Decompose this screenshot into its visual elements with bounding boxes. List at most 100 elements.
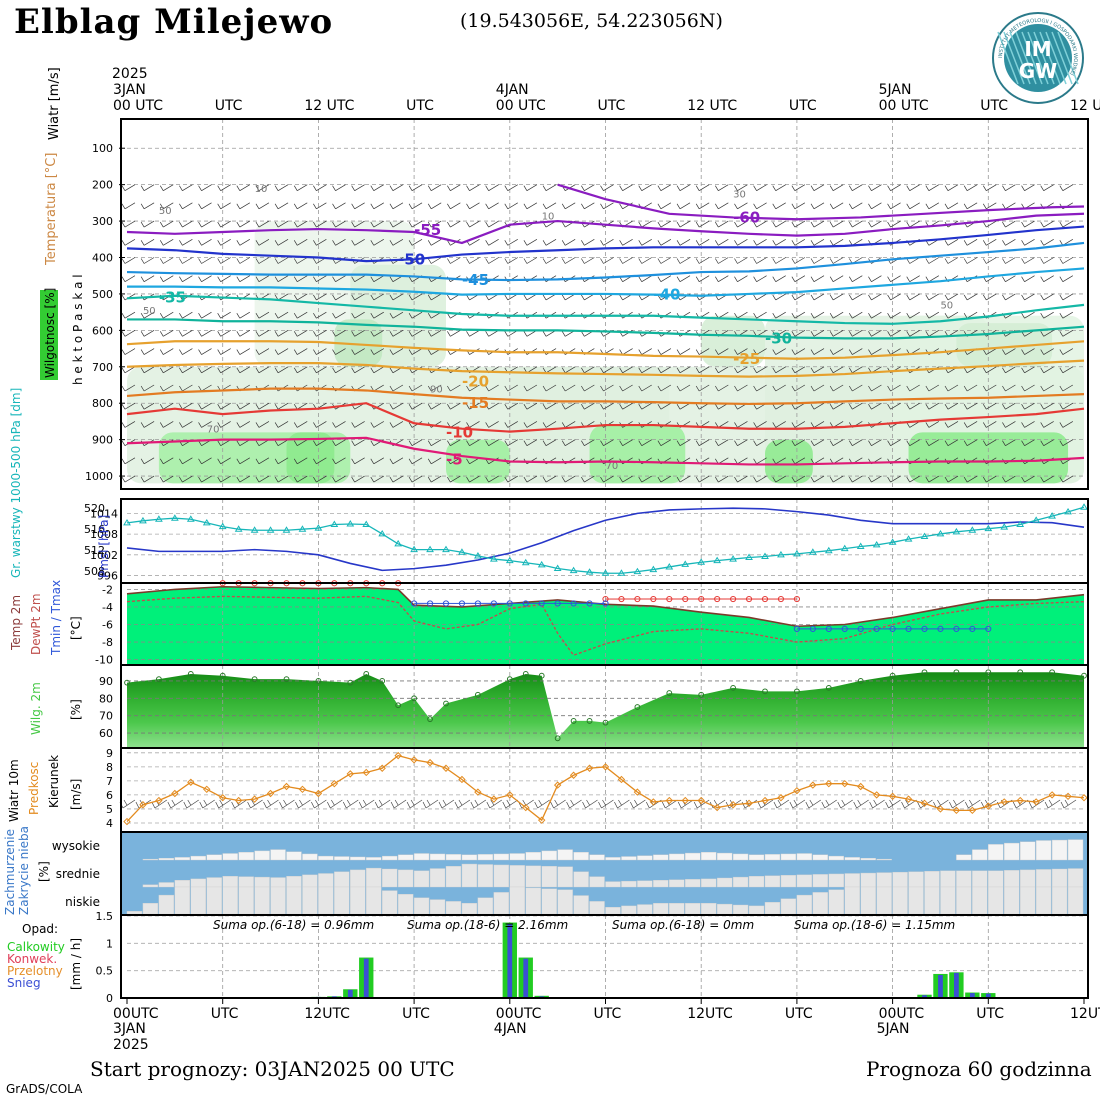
wind-speed-point: [139, 801, 147, 809]
humidity-contour-label: 50: [940, 301, 953, 312]
wind-barb-icon: [581, 202, 595, 210]
wind-barb-icon: [313, 184, 327, 191]
wind-barb-icon: [753, 475, 767, 483]
wind-barb-icon: [389, 402, 404, 410]
geopotential-point: [745, 553, 753, 561]
wind-barb-icon: [466, 439, 480, 446]
wind-barb-icon: [848, 184, 863, 191]
wind-barb-icon: [332, 366, 346, 374]
wind-barb-icon: [408, 184, 423, 191]
bottom-year-label: 2025: [113, 1037, 149, 1053]
wind-barb-icon: [791, 275, 806, 283]
humidity-point: [586, 718, 593, 724]
precip-legend-item: Snieg: [7, 976, 41, 990]
cloud-bar: [461, 903, 478, 915]
cloud-bar: [525, 865, 541, 888]
precip-snow-bar: [347, 989, 353, 998]
cloud-bar: [605, 907, 621, 915]
bottom-time-label: UTC: [785, 1006, 813, 1022]
geopotential-point: [984, 524, 993, 532]
cloud-bar: [972, 870, 988, 888]
wind-barb-icon: [447, 257, 461, 264]
wind-barb-icon: [982, 384, 997, 392]
wind-barb-icon: [447, 475, 461, 483]
wind-barb-icon: [504, 184, 518, 191]
wind-barb-icon: [408, 238, 423, 246]
cloud-bar: [413, 897, 430, 915]
humidity-point: [315, 678, 322, 684]
precip-group: 0 0.5 1 1.5 Suma op.(6-18) = 0.96mm Suma op.(…: [7, 910, 1089, 1005]
cloud-bar: [621, 856, 637, 861]
cloud-bar: [589, 876, 605, 888]
wind-barb-icon: [198, 238, 212, 246]
cloud-bar: [892, 886, 908, 915]
wind-barb-icon: [982, 475, 997, 483]
wind-barb-icon: [1002, 421, 1016, 428]
wind-barb-icon: [217, 238, 231, 246]
cloud-bar: [350, 856, 366, 861]
wind-barb-icon: [944, 311, 959, 319]
isotherm-label: -15: [462, 394, 489, 412]
wind-barb-icon: [351, 202, 365, 210]
wind-barb-icon: [255, 475, 270, 483]
wind-barb-icon: [274, 330, 289, 337]
wind-barb-icon: [925, 402, 940, 410]
geopotential-point: [681, 560, 690, 567]
wind-barb-icon: [657, 366, 672, 374]
geopotential-point: [282, 526, 291, 533]
cloud-bar: [429, 899, 446, 915]
wind-barb-icon: [427, 439, 442, 446]
wind-barb-icon: [848, 402, 863, 410]
wind-barb-icon: [715, 184, 729, 191]
wind-barb-icon: [274, 202, 289, 210]
humidity-contour-label: 70: [606, 461, 619, 472]
dewpt-axis-label: DewPt 2m: [29, 593, 43, 655]
wind-barb-icon: [504, 257, 518, 264]
precip-legend-item: Calkowity: [7, 940, 65, 954]
wind-barb-icon: [293, 439, 308, 446]
wind-barb-icon: [695, 257, 710, 264]
wind-barb-icon: [159, 202, 174, 210]
wind-barb-icon: [1059, 311, 1074, 319]
cloud-bar: [732, 853, 749, 861]
geopotential-tick-label: 512: [84, 544, 105, 557]
wind-barb-icon: [159, 257, 174, 264]
temperature-group: -10 -8 -6 -4 -2 Temp 2m DewPt 2m Tmin / Tmax [°C…: [9, 580, 1089, 667]
wind-barb-icon: [791, 421, 806, 428]
wind-barb-icon: [247, 799, 263, 809]
wind-barb-icon: [140, 366, 155, 374]
wind-barb-icon: [438, 799, 455, 809]
wind-barb-icon: [523, 184, 538, 191]
wind-barb-icon: [963, 311, 978, 319]
wind-barb-icon: [351, 275, 365, 283]
geopotential-point: [362, 520, 371, 527]
wind-barb-icon: [179, 475, 193, 483]
humidity-point: [411, 695, 418, 702]
humidity-point: [794, 688, 800, 695]
wind-barb-icon: [925, 439, 940, 446]
wind-barb-icon: [485, 257, 499, 264]
geopotential-point: [489, 555, 498, 562]
wind-speed-point: [155, 796, 163, 805]
humidity-point: [538, 672, 545, 679]
pmsl-tick-label: 1008: [90, 528, 118, 541]
upper-air-group: 100 200 300 400 500 600 700 800 900 1000 70 50 50 90 7…: [40, 67, 1089, 490]
wind-barb-icon: [121, 184, 136, 191]
cloud-bar: [238, 876, 254, 888]
wind-barb-icon: [159, 475, 174, 483]
isotherm-label: -35: [159, 289, 186, 307]
wind-barb-icon: [676, 202, 691, 210]
wind-barb-icon: [370, 275, 384, 283]
wind-barb-icon: [121, 293, 136, 301]
cloud-bar: [302, 874, 318, 888]
humidity-contour-label: 70: [207, 424, 220, 435]
wind-barb-icon: [255, 348, 270, 355]
wind-barb-icon: [121, 402, 136, 410]
wind-barb-icon: [447, 402, 461, 410]
cloud-bar: [1020, 886, 1036, 915]
humidity-point: [666, 690, 673, 696]
cloud-bar: [1067, 839, 1084, 861]
wind-barb-icon: [600, 475, 614, 483]
wind-barb-icon: [427, 475, 442, 483]
wind-barb-icon: [868, 348, 882, 355]
